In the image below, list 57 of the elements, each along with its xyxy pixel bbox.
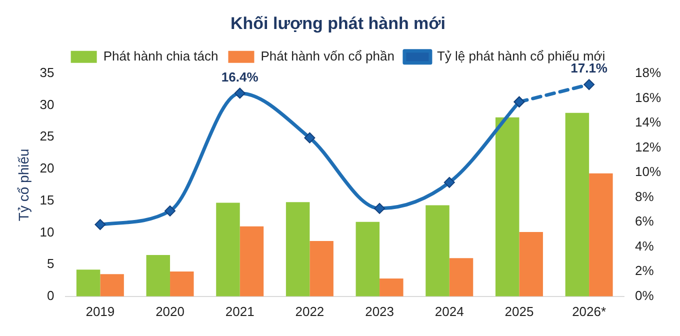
bar — [380, 278, 404, 296]
legend-label: Phát hành vốn cổ phần — [260, 48, 394, 64]
point — [94, 219, 106, 230]
y2-tick-label: 18% — [634, 64, 662, 80]
bar — [310, 240, 334, 296]
y-axis-title: Tỷ cổ phiếu — [15, 148, 32, 222]
bar — [286, 202, 310, 296]
x-tick-label: 2019 — [86, 304, 115, 319]
x-tick-label: 2020 — [156, 304, 184, 319]
y2-tick-label: 10% — [634, 164, 662, 180]
y-tick-label: 20 — [40, 160, 54, 176]
bar — [240, 226, 264, 296]
y-tick-label: 30 — [40, 96, 54, 112]
point — [444, 176, 455, 188]
y-tick-label: 35 — [40, 64, 54, 80]
bar — [216, 202, 240, 296]
point — [514, 96, 525, 108]
point — [234, 88, 246, 99]
bar — [100, 274, 124, 296]
x-tick-label: 2022 — [295, 304, 324, 319]
x-tick-label: 2025 — [504, 304, 534, 319]
y-tick-label: 10 — [40, 224, 54, 240]
point — [164, 205, 176, 216]
x-tick-label: 2024 — [434, 304, 464, 319]
chart-title: Khối lượng phát hành mới — [230, 14, 446, 33]
bar — [495, 117, 520, 296]
bar — [519, 232, 543, 296]
bar — [146, 254, 170, 296]
y2-tick-label: 12% — [634, 139, 662, 154]
point — [304, 132, 316, 144]
x-tick-label: 2026* — [572, 304, 606, 319]
y2-tick-label: 2% — [634, 263, 654, 278]
y-tick-label: 5 — [47, 256, 54, 272]
bar — [589, 173, 613, 296]
legend-label: Phát hành chia tách — [103, 48, 218, 64]
data-label: 17.1% — [570, 60, 608, 76]
legend-label: Tỷ lệ phát hành cổ phiếu mới — [436, 48, 606, 64]
y-tick-label: 15 — [40, 192, 54, 208]
y2-tick-label: 0% — [634, 288, 654, 303]
bar — [76, 270, 100, 296]
point — [374, 202, 386, 214]
bar — [565, 112, 590, 296]
y2-tick-label: 14% — [634, 114, 662, 130]
bar — [170, 272, 194, 296]
x-tick-label: 2023 — [365, 304, 394, 319]
x-tick-label: 2021 — [225, 304, 254, 319]
y2-tick-label: 4% — [634, 238, 654, 254]
bar — [426, 205, 450, 296]
bar — [449, 258, 474, 296]
data-label: 16.4% — [221, 69, 259, 84]
y-tick-label: 0 — [47, 288, 54, 303]
y2-tick-label: 16% — [634, 90, 662, 105]
y2-tick-label: 6% — [634, 214, 654, 229]
y2-tick-label: 8% — [634, 188, 654, 204]
point — [584, 79, 595, 90]
y-tick-label: 25 — [40, 128, 54, 144]
bar — [356, 222, 380, 296]
